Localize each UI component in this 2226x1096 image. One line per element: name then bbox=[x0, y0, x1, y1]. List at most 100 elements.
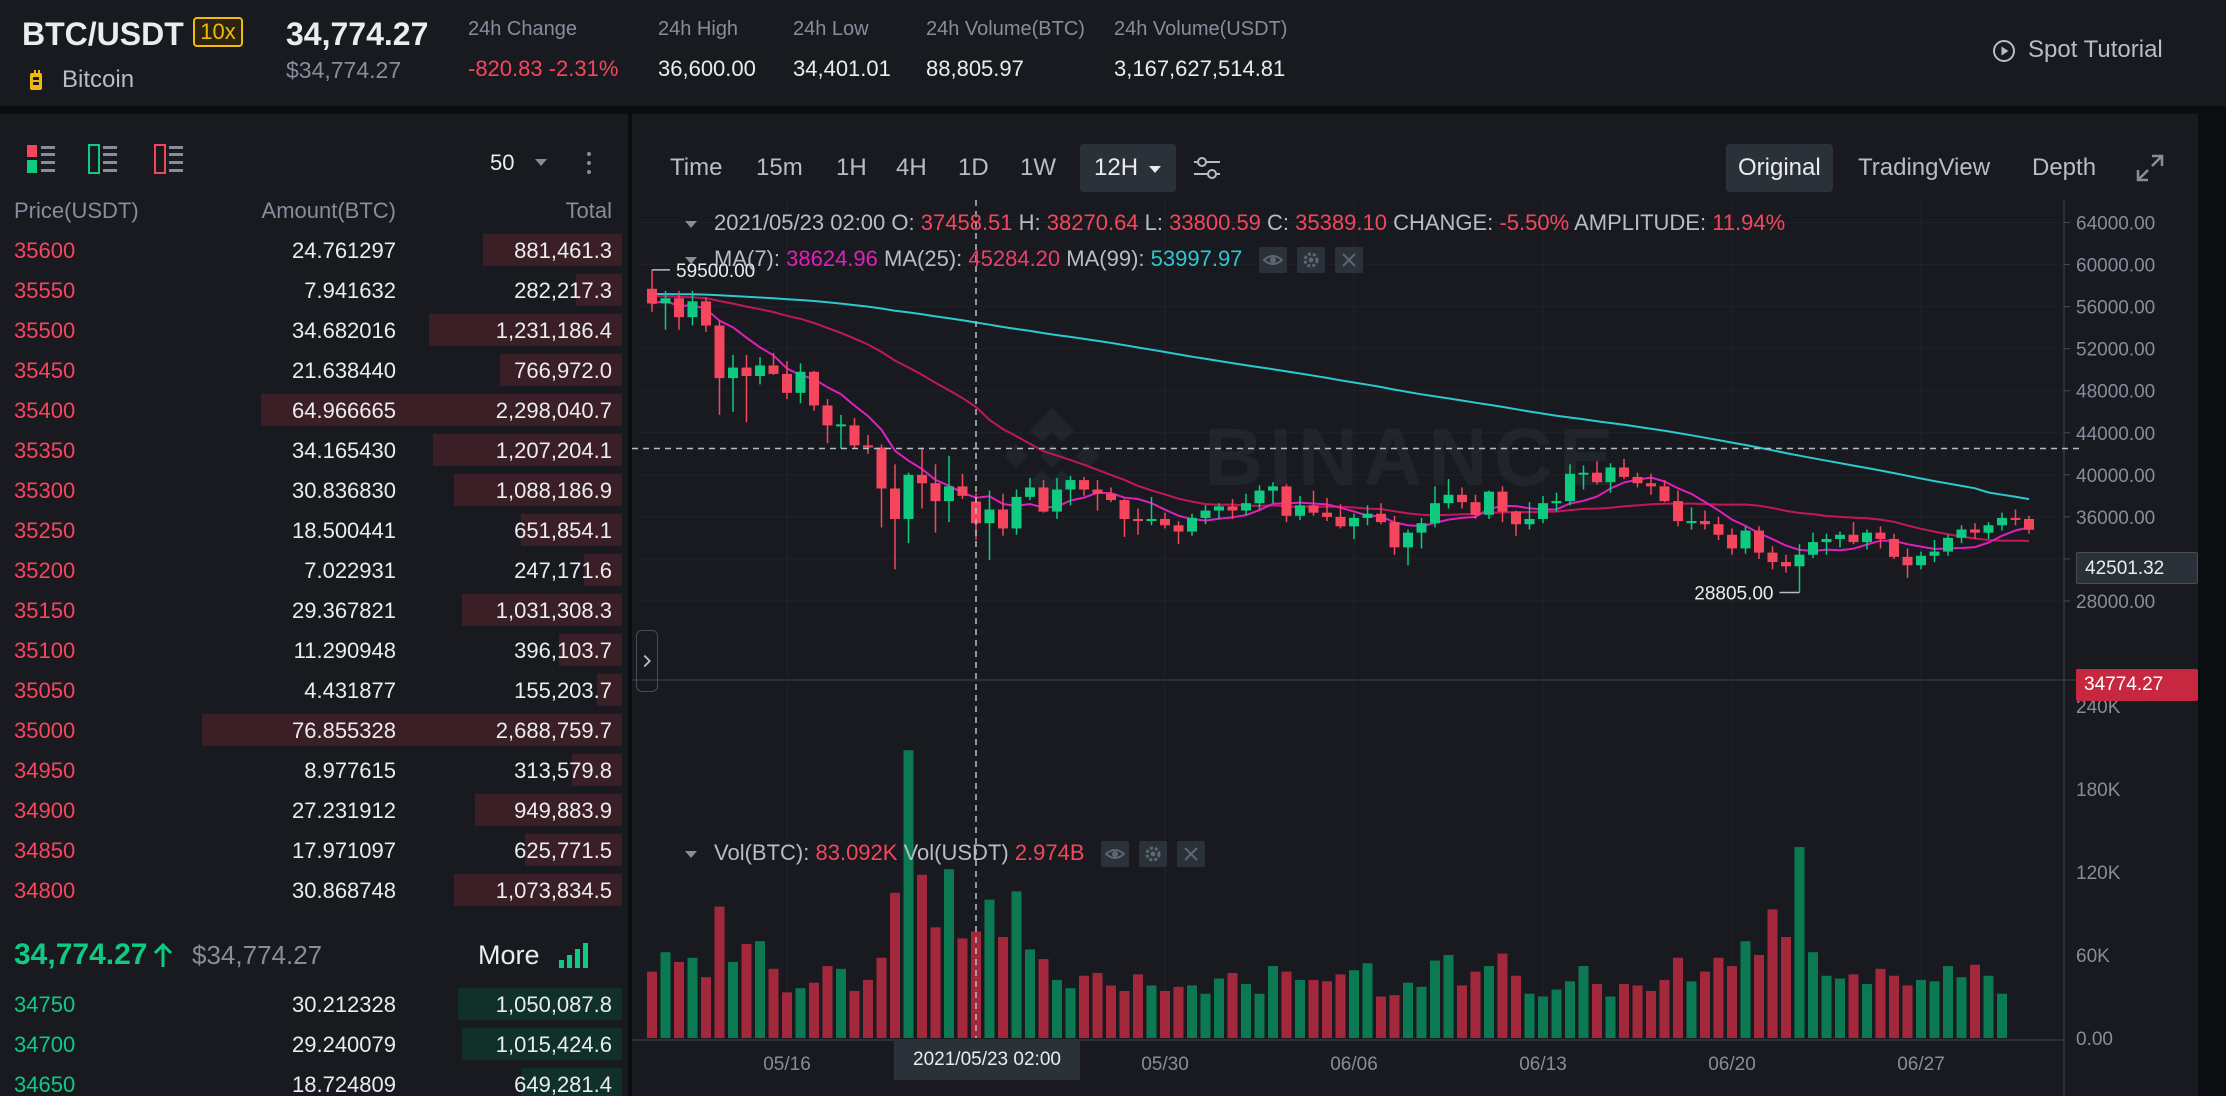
price-tick-label: 56000.00 bbox=[2076, 298, 2155, 319]
collapse-caret-icon[interactable] bbox=[684, 850, 698, 860]
candle-body bbox=[1025, 487, 1035, 497]
ask-order-row[interactable]: 34950 8.977615 313,579.8 bbox=[0, 750, 628, 790]
pair-title[interactable]: BTC/USDT bbox=[22, 16, 184, 52]
ask-order-row[interactable]: 35500 34.682016 1,231,186.4 bbox=[0, 310, 628, 350]
spot-tutorial-link[interactable]: Spot Tutorial bbox=[2028, 36, 2163, 63]
timeframe-1w[interactable]: 1W bbox=[1020, 154, 1056, 181]
ask-order-row[interactable]: 35000 76.855328 2,688,759.7 bbox=[0, 710, 628, 750]
depth-select[interactable]: 50 bbox=[490, 150, 515, 175]
leverage-badge[interactable]: 10x bbox=[193, 17, 243, 47]
timeframe-time[interactable]: Time bbox=[670, 154, 723, 181]
ask-amount: 34.165430 bbox=[292, 438, 396, 463]
candle-body bbox=[1956, 529, 1967, 538]
volume-bar bbox=[809, 982, 819, 1038]
last-price-usd: $34,774.27 bbox=[286, 57, 402, 83]
ma-settings-button[interactable] bbox=[1296, 247, 1325, 274]
ma-remove-button[interactable] bbox=[1334, 247, 1363, 274]
price-column-header: Price(USDT) bbox=[14, 198, 139, 223]
candle-body bbox=[1470, 502, 1481, 515]
bid-price: 34650 bbox=[14, 1072, 76, 1096]
ask-amount: 17.971097 bbox=[292, 838, 396, 863]
vol-settings-button[interactable] bbox=[1138, 841, 1167, 868]
volume-bar bbox=[1335, 974, 1346, 1038]
price-tick-label: 52000.00 bbox=[2076, 340, 2155, 361]
timeframe-1d[interactable]: 1D bbox=[958, 154, 989, 181]
ask-order-row[interactable]: 35200 7.022931 247,171.6 bbox=[0, 550, 628, 590]
bid-order-row[interactable]: 34700 29.240079 1,015,424.6 bbox=[0, 1024, 628, 1064]
order-book-panel: 50 Price(USDT) Amount(BTC) Total 35600 24… bbox=[0, 114, 628, 1096]
ask-order-row[interactable]: 35600 24.761297 881,461.3 bbox=[0, 230, 628, 270]
ask-order-row[interactable]: 35350 34.165430 1,207,204.1 bbox=[0, 430, 628, 470]
volume-bar bbox=[674, 961, 684, 1038]
candle-body bbox=[1754, 530, 1764, 553]
change-value: -5.50% bbox=[1499, 210, 1570, 235]
more-trades-button[interactable]: More bbox=[478, 940, 540, 970]
volume-bar bbox=[1200, 993, 1211, 1038]
bid-order-row[interactable]: 34750 30.212328 1,050,087.8 bbox=[0, 984, 628, 1024]
volume-bar bbox=[1268, 966, 1278, 1038]
ask-order-row[interactable]: 34900 27.231912 949,883.9 bbox=[0, 790, 628, 830]
timeframe-15m[interactable]: 15m bbox=[756, 154, 803, 181]
coin-name-link[interactable]: Bitcoin bbox=[62, 66, 135, 93]
timeframe-12h-select[interactable]: 12H bbox=[1080, 144, 1177, 192]
high-label: H: bbox=[1018, 210, 1041, 235]
candle-body bbox=[1241, 503, 1251, 511]
vol-remove-button[interactable] bbox=[1176, 841, 1205, 868]
price-tick-label: 64000.00 bbox=[2076, 214, 2155, 235]
view-tradingview-tab[interactable]: TradingView bbox=[1858, 154, 1991, 181]
chevron-right-icon[interactable] bbox=[636, 630, 658, 692]
volume-bar bbox=[1781, 937, 1791, 1038]
ask-order-row[interactable]: 35400 64.966665 2,298,040.7 bbox=[0, 390, 628, 430]
volume-bar bbox=[660, 952, 671, 1038]
expand-fullscreen-icon[interactable] bbox=[2136, 154, 2164, 182]
collapse-caret-icon[interactable] bbox=[684, 220, 698, 230]
ask-amount: 34.682016 bbox=[292, 318, 396, 343]
ask-order-row[interactable]: 35100 11.290948 396,103.7 bbox=[0, 630, 628, 670]
chart-settings-sliders-icon[interactable] bbox=[1192, 154, 1222, 182]
ask-order-row[interactable]: 35450 21.638440 766,972.0 bbox=[0, 350, 628, 390]
ask-order-row[interactable]: 35300 30.836830 1,088,186.9 bbox=[0, 470, 628, 510]
candle-body bbox=[1551, 501, 1562, 504]
ask-amount: 64.966665 bbox=[292, 398, 396, 423]
candle-body bbox=[944, 486, 954, 502]
view-original-tab[interactable]: Original bbox=[1726, 144, 1833, 192]
ask-order-row[interactable]: 35550 7.941632 282,217.3 bbox=[0, 270, 628, 310]
ask-order-row[interactable]: 35150 29.367821 1,031,308.3 bbox=[0, 590, 628, 630]
amplitude-label: AMPLITUDE: bbox=[1574, 210, 1707, 235]
ask-depth-bar bbox=[572, 754, 622, 786]
volume-tick-label: 180K bbox=[2076, 780, 2121, 801]
ask-price: 34900 bbox=[14, 798, 76, 823]
volume-bar bbox=[1902, 985, 1913, 1038]
bid-depth-bar bbox=[521, 1068, 622, 1096]
signal-bars-icon[interactable] bbox=[558, 942, 592, 968]
vol-visibility-button[interactable] bbox=[1100, 841, 1129, 868]
volume-bar bbox=[1308, 979, 1319, 1038]
candlestick-chart[interactable]: BINANCE 64000.00 60000.00 56000.00 52000.00… bbox=[632, 200, 2198, 1096]
more-vertical-icon[interactable] bbox=[582, 148, 596, 178]
orderbook-asks-view-icon[interactable] bbox=[154, 144, 184, 174]
volume-bar bbox=[863, 979, 873, 1038]
ask-order-row[interactable]: 35250 18.500441 651,854.1 bbox=[0, 510, 628, 550]
candle-body bbox=[863, 445, 873, 448]
collapse-caret-icon[interactable] bbox=[684, 256, 698, 266]
play-circle-icon[interactable] bbox=[1992, 39, 2016, 63]
ma-visibility-button[interactable] bbox=[1258, 247, 1287, 274]
ask-order-row[interactable]: 34850 17.971097 625,771.5 bbox=[0, 830, 628, 870]
view-depth-tab[interactable]: Depth bbox=[2032, 154, 2097, 181]
orderbook-both-view-icon[interactable] bbox=[26, 144, 56, 174]
ask-order-row[interactable]: 34800 30.868748 1,073,834.5 bbox=[0, 870, 628, 910]
candle-body bbox=[1200, 510, 1211, 518]
timeframe-1h[interactable]: 1H bbox=[836, 154, 867, 181]
ask-total: 2,298,040.7 bbox=[495, 398, 612, 423]
ask-order-row[interactable]: 35050 4.431877 155,203.7 bbox=[0, 670, 628, 710]
volume-bar bbox=[836, 968, 846, 1038]
bid-order-row[interactable]: 34650 18.724809 649,281.4 bbox=[0, 1064, 628, 1096]
orderbook-bids-view-icon[interactable] bbox=[88, 144, 118, 174]
candle-body bbox=[647, 288, 657, 304]
chevron-down-icon[interactable] bbox=[534, 158, 548, 168]
candle-body bbox=[1227, 506, 1238, 511]
ask-total: 2,688,759.7 bbox=[495, 718, 612, 743]
active-timeframe-label: 12H bbox=[1094, 154, 1139, 181]
volume-bar bbox=[1740, 941, 1751, 1038]
timeframe-4h[interactable]: 4H bbox=[896, 154, 927, 181]
